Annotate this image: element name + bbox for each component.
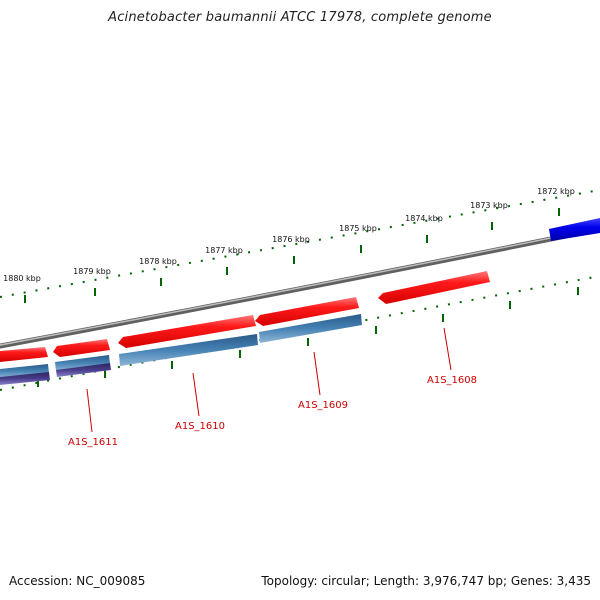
lower-ticks [37,287,579,387]
leader-1608 [443,327,452,371]
ruler-tick-label: 1880 kbp [3,274,41,283]
leader-1609 [313,351,321,396]
map-title: Acinetobacter baumannii ATCC 17978, comp… [108,10,492,25]
cds-bar-1609 [259,314,362,343]
ruler-dotted-line [0,189,600,298]
ruler-tick-label: 1876 kbp [272,235,310,244]
ruler-tick-label: 1874 kbp [405,214,443,223]
cds-row [0,314,362,385]
ruler-tick-label: 1875 kbp [339,224,377,233]
lower-dotted-line [0,275,600,391]
gene-labels: A1S_1611 A1S_1610 A1S_1609 A1S_1608 [68,375,477,448]
topology-text: Topology: circular; Length: 3,976,747 bp… [261,574,591,588]
gene-label-leaders [86,327,452,433]
cds-bar-1610 [119,334,258,366]
cds-bar-1612-b [0,372,50,385]
cds-bar-1612 [0,364,49,378]
gene-arrow-1608 [378,271,490,304]
gene-label-a1s-1609: A1S_1609 [298,400,348,411]
gene-arrow-1607 [549,218,600,241]
gene-row-forward [0,218,600,362]
leader-1611 [86,388,93,433]
ruler-tick-label: 1877 kbp [205,246,243,255]
kbp-ruler: 1880 kbp 1879 kbp 1878 kbp 1877 kbp 1876 kbp… [0,187,600,303]
gene-arrow-1611 [53,339,110,357]
gene-label-a1s-1608: A1S_1608 [427,375,477,386]
gene-arrow-1609 [255,297,359,326]
gene-arrow-1612 [0,347,48,362]
leader-1610 [192,372,200,417]
ruler-tick-label: 1878 kbp [139,257,177,266]
cds-bar-1611-b [56,363,111,377]
ruler-tick-label: 1872 kbp [537,187,575,196]
cds-bar-1611 [55,355,110,371]
ruler-tick-label: 1873 kbp [470,201,508,210]
gene-arrow-1610 [118,315,256,348]
genome-backbone [0,226,600,349]
gene-label-a1s-1610: A1S_1610 [175,421,225,432]
genome-backbone-highlight [0,227,600,346]
gene-label-a1s-1611: A1S_1611 [68,437,118,448]
ruler-tick-label: 1879 kbp [73,267,111,276]
accession-text: Accession: NC_009085 [9,574,146,588]
